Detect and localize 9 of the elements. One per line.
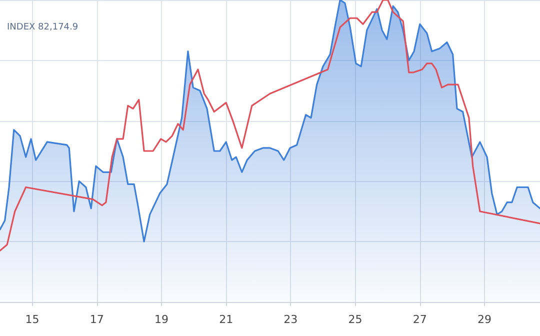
x-tick-label: 15: [25, 313, 40, 326]
x-tick-label: 17: [90, 313, 104, 326]
text: INDEX 82,174.9: [7, 22, 78, 32]
x-tick-label: 27: [412, 313, 427, 326]
x-tick-label: 25: [348, 313, 362, 326]
x-tick-label: 21: [219, 313, 234, 326]
x-tick-label: 19: [154, 313, 168, 326]
x-tick-label: 23: [284, 313, 298, 326]
x-tick-label: 29: [477, 313, 492, 326]
